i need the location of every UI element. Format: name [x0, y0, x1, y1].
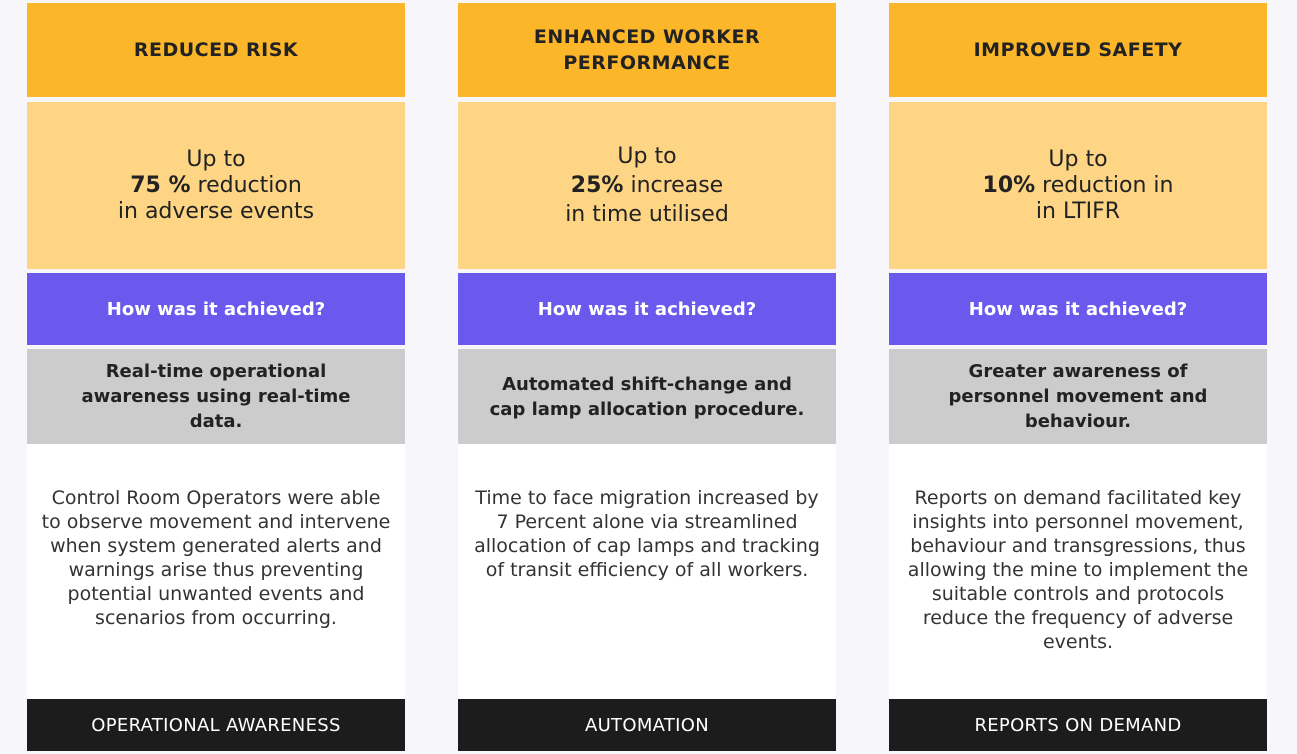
benefit-card-improved-safety: IMPROVED SAFETY Up to 10% reduction in i…: [889, 3, 1267, 754]
stat-panel: Up to 75 % reduction in adverse events: [27, 102, 405, 269]
stat-suffix: in adverse events: [117, 198, 315, 224]
category-label: AUTOMATION: [458, 699, 836, 751]
how-achieved-heading: How was it achieved?: [27, 273, 405, 345]
stat-prefix: Up to: [617, 144, 677, 169]
card-title: IMPROVED SAFETY: [889, 3, 1267, 97]
stat-suffix: in LTIFR: [1035, 198, 1121, 224]
stat-prefix: Up to: [1048, 146, 1108, 172]
stat-prefix: Up to: [186, 146, 246, 172]
stat-panel: Up to 10% reduction in in LTIFR: [889, 102, 1267, 269]
method-summary: Real-time operational awareness using re…: [27, 349, 405, 444]
how-achieved-heading: How was it achieved?: [458, 273, 836, 345]
stat-value: 10%: [982, 172, 1036, 198]
category-label: OPERATIONAL AWARENESS: [27, 699, 405, 751]
description-text: Control Room Operators were able to obse…: [27, 444, 405, 699]
method-summary: Automated shift-change and cap lamp allo…: [458, 349, 836, 444]
stat-metric: increase: [623, 173, 724, 198]
method-summary: Greater awareness of personnel movement …: [889, 349, 1267, 444]
benefit-card-reduced-risk: REDUCED RISK Up to 75 % reduction in adv…: [27, 3, 405, 754]
stat-metric: reduction in: [1035, 172, 1174, 198]
description-text: Time to face migration increased by 7 Pe…: [458, 444, 836, 699]
stat-panel: Up to 25% increase in time utilised: [458, 102, 836, 269]
card-title: REDUCED RISK: [27, 3, 405, 97]
stat-metric: reduction: [190, 172, 302, 198]
benefit-card-enhanced-performance: ENHANCED WORKER PERFORMANCE Up to 25% in…: [458, 3, 836, 754]
stat-value: 75 %: [130, 172, 191, 198]
how-achieved-heading: How was it achieved?: [889, 273, 1267, 345]
card-title: ENHANCED WORKER PERFORMANCE: [458, 3, 836, 97]
description-text: Reports on demand facilitated key insigh…: [889, 444, 1267, 699]
stat-suffix: in time utilised: [565, 202, 729, 227]
stat-value: 25%: [570, 173, 624, 198]
category-label: REPORTS ON DEMAND: [889, 699, 1267, 751]
